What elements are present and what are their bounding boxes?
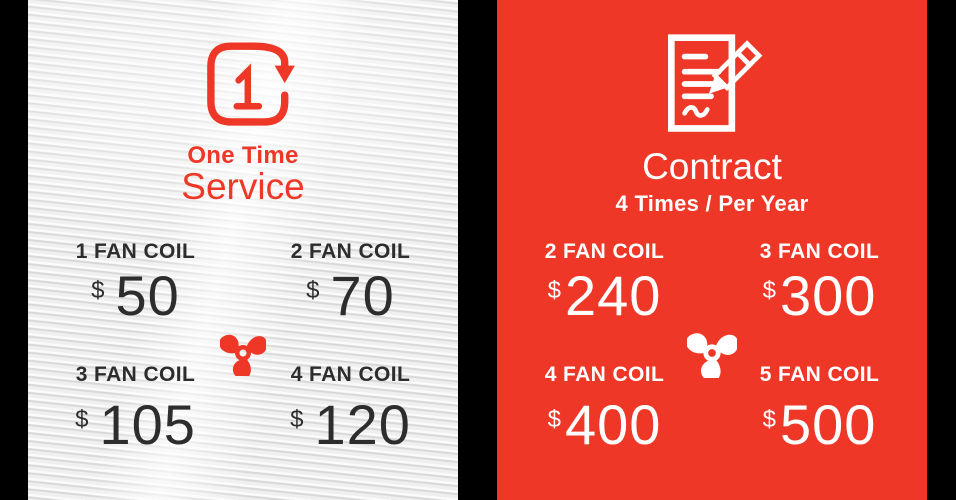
price-item-label: 2 FAN COIL	[290, 240, 411, 263]
contract-title: Contract	[642, 146, 782, 187]
price-item-label: 4 FAN COIL	[544, 363, 665, 386]
currency-symbol: $	[762, 277, 776, 304]
fan-icon	[220, 334, 266, 376]
price-amount: 500	[779, 393, 877, 456]
price-item-label: 3 FAN COIL	[759, 240, 880, 263]
price-amount: 300	[779, 264, 877, 327]
price-item-label: 4 FAN COIL	[290, 363, 411, 386]
price-amount: 120	[314, 393, 411, 456]
price-value: $ 240	[497, 264, 712, 328]
price-amount: 240	[564, 264, 662, 327]
currency-symbol: $	[547, 406, 561, 433]
currency-symbol: $	[762, 406, 776, 433]
currency-symbol: $	[290, 406, 304, 433]
price-amount: 400	[564, 393, 662, 456]
price-item-label: 3 FAN COIL	[75, 363, 196, 386]
currency-symbol: $	[306, 277, 320, 304]
currency-symbol: $	[547, 277, 561, 304]
contract-subtitle: 4 Times / Per Year	[615, 191, 809, 216]
price-value: $ 300	[712, 264, 927, 328]
repeat-once-icon	[207, 42, 295, 126]
contract-panel: Contract 4 Times / Per Year 2 FAN COIL 3…	[497, 0, 927, 500]
contract-signing-icon	[668, 34, 763, 132]
currency-symbol: $	[75, 406, 89, 433]
one-time-service-panel: One Time Service 1 FAN COIL 2 FAN COIL $…	[28, 0, 458, 500]
price-value: $ 400	[497, 393, 712, 457]
price-amount: 50	[115, 264, 180, 327]
price-value: $ 120	[243, 393, 458, 457]
price-value: $ 70	[243, 264, 458, 328]
price-value: $ 500	[712, 393, 927, 457]
fan-icon	[687, 333, 737, 378]
price-item-label: 5 FAN COIL	[759, 363, 880, 386]
price-amount: 105	[99, 393, 196, 456]
price-amount: 70	[330, 264, 395, 327]
price-value: $ 50	[28, 264, 243, 328]
service-title: Service	[181, 166, 305, 207]
price-item-label: 2 FAN COIL	[544, 240, 665, 263]
currency-symbol: $	[91, 277, 105, 304]
price-value: $ 105	[28, 393, 243, 457]
one-time-title: One Time	[187, 142, 299, 169]
price-item-label: 1 FAN COIL	[75, 240, 196, 263]
